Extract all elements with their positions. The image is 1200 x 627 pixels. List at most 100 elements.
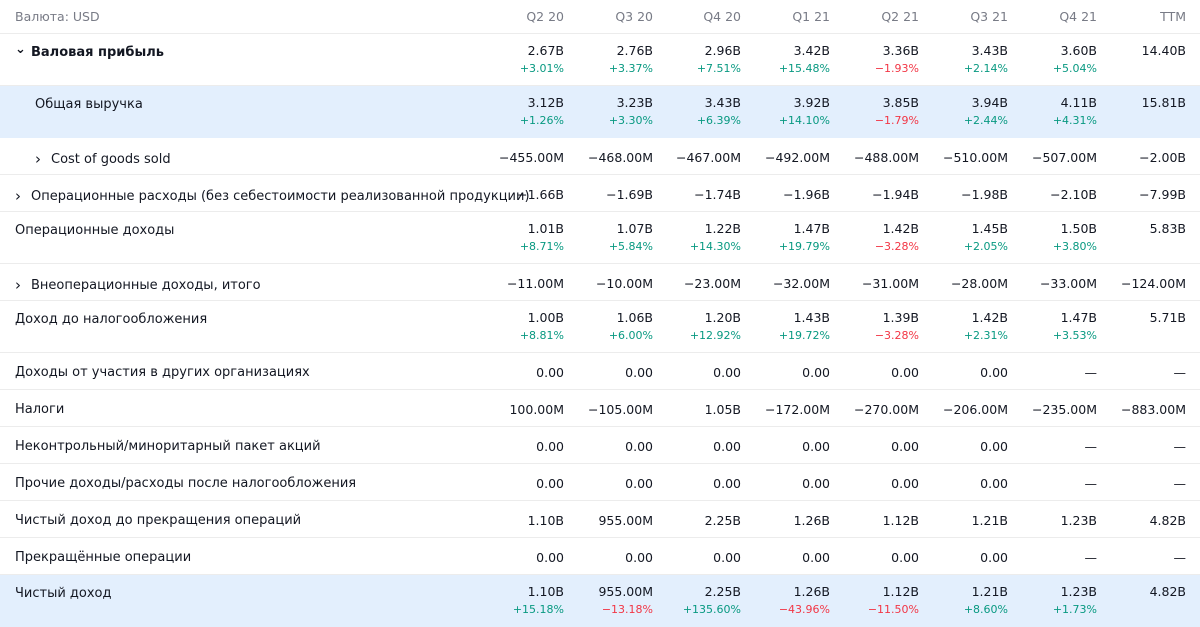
- cell-value: 0.00: [536, 550, 564, 565]
- cell-value: 955.00M: [598, 513, 653, 528]
- table-cell: 0.00: [625, 476, 653, 492]
- table-cell: 1.39B −3.28%: [875, 310, 919, 343]
- table-cell: 1.10B +15.18%: [513, 584, 564, 617]
- cell-value: 1.21B: [971, 513, 1008, 528]
- table-cell: 2.76B +3.37%: [609, 43, 653, 76]
- cell-change: +19.79%: [778, 240, 830, 253]
- row-label-text: Чистый доход: [15, 586, 112, 601]
- table-cell: 1.50B +3.80%: [1053, 221, 1097, 254]
- cell-value: 0.00: [802, 439, 830, 454]
- table-row[interactable]: › Внеоперационные доходы, итого −11.00M −10…: [0, 264, 1200, 301]
- cell-value: −31.00M: [861, 276, 919, 291]
- table-cell: −7.99B: [1139, 187, 1186, 203]
- table-header: Валюта: USD Q2 20 Q3 20 Q4 20 Q1 21 Q2 21 Q3 …: [0, 0, 1200, 34]
- cell-value: —: [1084, 550, 1098, 565]
- table-cell: 3.43B +2.14%: [964, 43, 1008, 76]
- table-cell: 0.00: [980, 365, 1008, 381]
- cell-change: +5.84%: [608, 240, 653, 253]
- cell-value: —: [1084, 439, 1098, 454]
- table-cell: —: [1085, 439, 1098, 455]
- table-cell: −507.00M: [1032, 150, 1097, 166]
- table-cell: 0.00: [802, 550, 830, 566]
- table-cell: −206.00M: [943, 402, 1008, 418]
- table-cell: 3.23B +3.30%: [609, 95, 653, 128]
- table-cell: 1.47B +19.79%: [779, 221, 830, 254]
- chevron-right-icon[interactable]: ›: [35, 150, 41, 168]
- table-row: Доходы от участия в других организациях 0…: [0, 353, 1200, 390]
- table-row[interactable]: › Cost of goods sold −455.00M −468.00M −467.…: [0, 138, 1200, 175]
- table-cell: 1.05B: [705, 402, 741, 418]
- column-header: Q1 21: [792, 9, 830, 24]
- table-cell: 15.81B: [1142, 95, 1186, 111]
- table-cell: −488.00M: [854, 150, 919, 166]
- row-label-text: Операционные доходы: [15, 223, 175, 238]
- cell-value: −28.00M: [950, 276, 1008, 291]
- table-cell: −2.00B: [1139, 150, 1186, 166]
- cell-change: +3.53%: [1052, 329, 1097, 342]
- chevron-right-icon[interactable]: ›: [15, 276, 21, 294]
- cell-value: 1.43B: [793, 310, 830, 325]
- table-cell: 2.25B +135.60%: [683, 584, 741, 617]
- cell-value: −1.74B: [694, 187, 741, 202]
- cell-value: 1.10B: [527, 584, 564, 599]
- row-label-text: Cost of goods sold: [51, 151, 171, 167]
- row-label: Неконтрольный/миноритарный пакет акций: [15, 439, 321, 454]
- table-cell: —: [1085, 365, 1098, 381]
- cell-value: −270.00M: [854, 402, 919, 417]
- cell-value: 2.67B: [527, 43, 564, 58]
- table-cell: 1.00B +8.81%: [520, 310, 564, 343]
- table-cell: 0.00: [980, 476, 1008, 492]
- table-cell: −510.00M: [943, 150, 1008, 166]
- cell-value: 1.47B: [793, 221, 830, 236]
- table-cell: 1.23B: [1061, 513, 1097, 529]
- table-cell: 4.82B: [1150, 513, 1186, 529]
- table-cell: −492.00M: [765, 150, 830, 166]
- table-cell: 1.26B −43.96%: [779, 584, 830, 617]
- row-label: ⌄ Валовая прибыль: [15, 42, 164, 60]
- table-row: Чистый доход до прекращения операций 1.10…: [0, 501, 1200, 538]
- table-cell: −33.00M: [1040, 276, 1097, 292]
- table-cell: 0.00: [980, 550, 1008, 566]
- chevron-right-icon[interactable]: ›: [15, 187, 21, 205]
- cell-change: +3.37%: [608, 62, 653, 75]
- row-label: Прочие доходы/расходы после налогообложе…: [15, 476, 356, 491]
- table-row: Прочие доходы/расходы после налогообложе…: [0, 464, 1200, 501]
- table-cell: 0.00: [713, 550, 741, 566]
- table-cell: 1.12B: [883, 513, 919, 529]
- cell-value: —: [1173, 439, 1187, 454]
- table-cell: 0.00: [980, 439, 1008, 455]
- cell-value: −1.66B: [517, 187, 564, 202]
- table-row[interactable]: ⌄ Валовая прибыль 2.67B +3.01% 2.76B +3.37% 2.…: [0, 34, 1200, 86]
- cell-change: +2.05%: [963, 240, 1008, 253]
- cell-value: 0.00: [713, 476, 741, 491]
- cell-change: +5.04%: [1052, 62, 1097, 75]
- cell-value: −10.00M: [595, 276, 653, 291]
- cell-change: +3.01%: [519, 62, 564, 75]
- table-cell: 0.00: [713, 476, 741, 492]
- table-row: Неконтрольный/миноритарный пакет акций 0.…: [0, 427, 1200, 464]
- table-cell: 1.01B +8.71%: [520, 221, 564, 254]
- table-cell: −467.00M: [676, 150, 741, 166]
- cell-value: 0.00: [536, 476, 564, 491]
- table-row: Операционные доходы 1.01B +8.71% 1.07B +5.84…: [0, 212, 1200, 264]
- cell-value: 3.94B: [971, 95, 1008, 110]
- cell-change: +2.44%: [963, 114, 1008, 127]
- table-cell: −235.00M: [1032, 402, 1097, 418]
- table-row: Чистый доход 1.10B +15.18% 955.00M −13.18% 2.…: [0, 575, 1200, 627]
- cell-value: 1.01B: [527, 221, 564, 236]
- cell-value: 3.12B: [527, 95, 564, 110]
- chevron-down-icon[interactable]: ⌄: [15, 42, 26, 57]
- table-cell: 1.20B +12.92%: [690, 310, 741, 343]
- cell-value: −7.99B: [1139, 187, 1186, 202]
- cell-value: 1.39B: [882, 310, 919, 325]
- table-row[interactable]: › Операционные расходы (без себестоимости…: [0, 175, 1200, 212]
- cell-value: −883.00M: [1121, 402, 1186, 417]
- cell-change: −13.18%: [601, 603, 653, 616]
- row-label-text: Налоги: [15, 402, 65, 417]
- table-cell: —: [1085, 476, 1098, 492]
- cell-change: −11.50%: [867, 603, 919, 616]
- row-label: Общая выручка: [35, 97, 143, 112]
- cell-value: 1.20B: [704, 310, 741, 325]
- cell-value: 0.00: [891, 476, 919, 491]
- cell-value: 0.00: [536, 365, 564, 380]
